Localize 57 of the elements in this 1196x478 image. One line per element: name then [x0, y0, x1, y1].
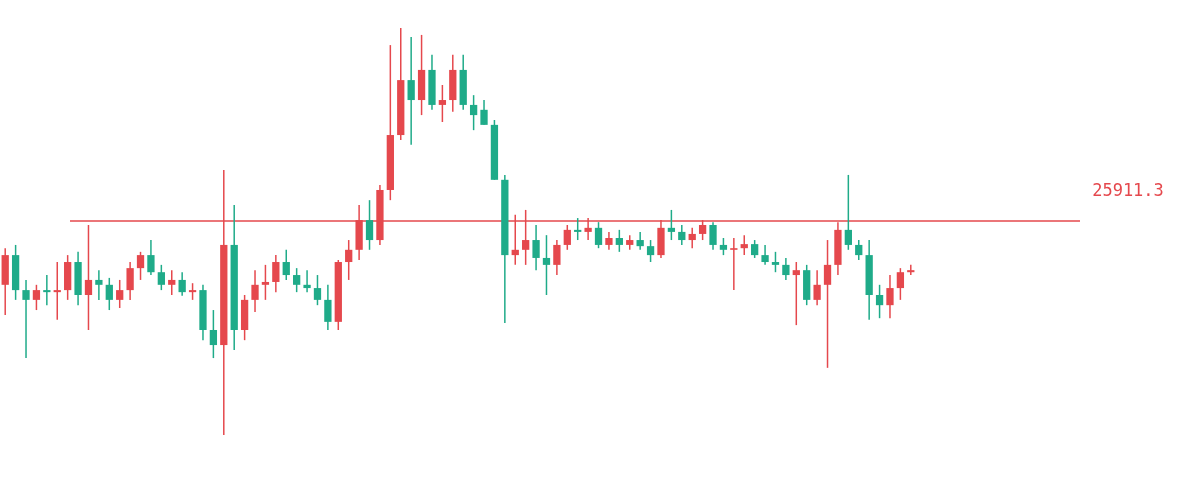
candlestick	[293, 267, 301, 293]
candlestick	[594, 221, 603, 249]
candlestick	[168, 269, 176, 296]
candlestick	[553, 239, 561, 276]
candlestick	[709, 221, 717, 251]
candlestick	[532, 224, 540, 271]
candlestick	[688, 227, 696, 249]
candlestick	[251, 269, 259, 313]
candlestick	[907, 264, 915, 276]
candlestick	[542, 234, 551, 296]
candlestick	[324, 284, 332, 331]
candlestick	[32, 284, 41, 311]
candlestick	[126, 261, 134, 301]
candlestick	[407, 36, 415, 146]
candlestick	[792, 261, 800, 326]
candlestick	[574, 217, 582, 241]
candlestick	[84, 224, 93, 331]
candlestick	[469, 94, 478, 131]
candlestick	[438, 84, 447, 123]
candlestick	[667, 209, 676, 241]
candlestick	[615, 229, 623, 253]
candlestick	[771, 251, 780, 273]
candlestick	[563, 224, 571, 251]
candlestick	[813, 269, 821, 306]
candlestick	[157, 264, 165, 291]
candlestick	[22, 279, 30, 359]
candlestick	[844, 174, 852, 251]
candlestick	[178, 271, 186, 297]
candlestick	[886, 274, 894, 319]
candlestick	[823, 239, 832, 369]
candlestick	[105, 277, 113, 311]
candlestick	[782, 257, 790, 281]
candlestick	[896, 267, 905, 301]
candlestick	[303, 269, 311, 293]
candlestick	[646, 239, 655, 263]
candlestick	[95, 269, 103, 301]
candlestick	[261, 264, 270, 301]
candlestick	[136, 251, 145, 281]
candlestick	[209, 309, 218, 359]
candlestick	[43, 274, 51, 306]
candlestick	[272, 254, 280, 293]
candlestick	[626, 234, 634, 251]
candlestick	[761, 244, 769, 266]
candlestick	[116, 279, 124, 309]
candlestick	[365, 199, 374, 251]
candlestick	[855, 239, 863, 261]
candlestick	[313, 274, 322, 306]
candlestick	[730, 237, 738, 291]
candlestick	[875, 284, 884, 319]
candlestick	[53, 261, 61, 321]
candlestick	[740, 234, 748, 256]
candlestick	[147, 239, 155, 276]
text: 25911.3	[1092, 179, 1164, 200]
candlestick	[480, 99, 488, 126]
candlestick	[282, 249, 290, 281]
candlestick	[678, 224, 686, 246]
candlestick	[345, 239, 353, 281]
